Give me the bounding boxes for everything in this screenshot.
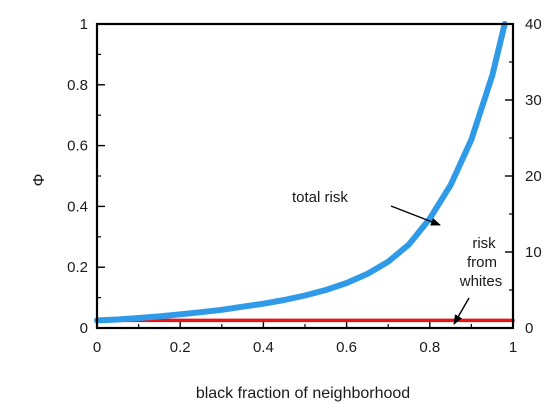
x-tick-label: 0.2 <box>170 339 191 356</box>
plot-frame <box>95 22 515 330</box>
y2-tick-label: 0 <box>525 320 533 337</box>
total-risk-annotation: total risk <box>292 189 348 206</box>
total-risk-arrow <box>390 205 441 226</box>
y-axis-title: Φ <box>31 174 48 187</box>
risk-from-whites-annotation: from <box>467 254 497 271</box>
x-axis-title: black fraction of neighborhood <box>196 385 410 402</box>
risk-from-whites-arrow <box>453 297 470 325</box>
x-tick-label: 0.6 <box>336 339 357 356</box>
series-lines <box>94 21 515 324</box>
y-tick-label: 0.2 <box>67 259 88 276</box>
y2-tick-label: 40 <box>525 16 542 33</box>
y-tick-label: 0.4 <box>67 198 88 215</box>
y-tick-label: 0.6 <box>67 138 88 155</box>
tick-marks <box>96 23 514 329</box>
y-tick-label: 0 <box>80 320 88 337</box>
y2-tick-label: 10 <box>525 244 542 261</box>
y2-tick-label: 30 <box>525 92 542 109</box>
y-tick-label: 0.8 <box>67 77 88 94</box>
y2-tick-label: 20 <box>525 168 542 185</box>
x-tick-label: 1 <box>509 339 517 356</box>
x-tick-label: 0 <box>93 339 101 356</box>
risk-from-whites-annotation: risk <box>472 235 496 252</box>
risk-from-whites-annotation: whites <box>459 273 503 290</box>
x-tick-label: 0.8 <box>419 339 440 356</box>
y-tick-label: 1 <box>80 16 88 33</box>
annotations: total risk risk from whites <box>292 189 503 325</box>
x-tick-label: 0.4 <box>253 339 274 356</box>
total-risk-line <box>94 21 508 324</box>
